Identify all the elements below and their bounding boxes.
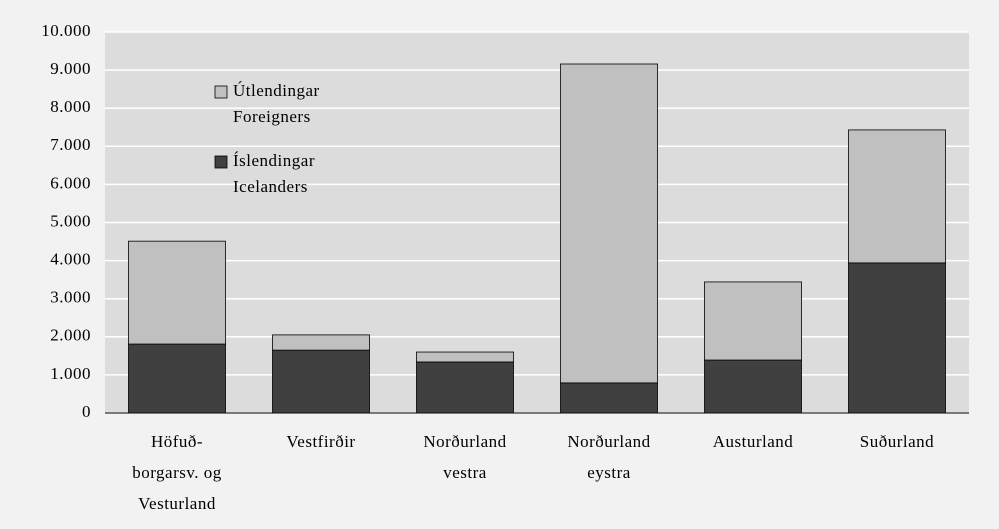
text-line: Norðurland: [423, 432, 506, 451]
x-tick-label: Höfuð-borgarsv. og Vesturland: [132, 432, 222, 513]
bar-segment: [416, 351, 514, 363]
legend-label: Útlendingar Foreigners: [233, 81, 320, 126]
text-line: Icelanders: [233, 177, 308, 196]
bar-segment: [416, 361, 514, 414]
y-tick-label: 1.000: [50, 364, 91, 383]
y-tick-label: 6.000: [50, 173, 91, 192]
legend-label: Íslendingar Icelanders: [233, 151, 315, 196]
y-tick-label: 5.000: [50, 211, 91, 230]
text-line: Íslendingar: [233, 151, 315, 170]
legend-swatch: [214, 85, 228, 99]
x-tick-label: Norðurland vestra: [423, 432, 506, 482]
y-tick-label: 2.000: [50, 326, 91, 345]
text-line: eystra: [587, 463, 631, 482]
bar-segment: [128, 343, 226, 414]
x-tick-label: Austurland: [713, 432, 794, 451]
bar-segment: [704, 281, 802, 361]
bar-segment: [560, 63, 658, 384]
x-tick-label: Vestfirðir: [286, 432, 355, 451]
bar-segment: [848, 129, 946, 264]
x-tick-label: Suðurland: [860, 432, 934, 451]
bar-segment: [560, 382, 658, 414]
text-line: Foreigners: [233, 107, 311, 126]
y-tick-label: 3.000: [50, 288, 91, 307]
bar-segment: [848, 262, 946, 414]
y-tick-label: 9.000: [50, 59, 91, 78]
y-tick-label: 7.000: [50, 135, 91, 154]
text-line: vestra: [443, 463, 487, 482]
y-tick-label: 4.000: [50, 250, 91, 269]
text-line: Vesturland: [138, 494, 216, 513]
y-tick-label: 8.000: [50, 97, 91, 116]
legend-swatch: [214, 155, 228, 169]
bar-segment: [128, 240, 226, 345]
text-line: borgarsv. og: [132, 463, 222, 482]
text-line: Höfuð-: [151, 432, 203, 451]
x-tick-label: Norðurland eystra: [567, 432, 650, 482]
y-tick-label: 10.000: [41, 21, 91, 40]
y-tick-label: 0: [82, 402, 91, 421]
bar-segment: [272, 334, 370, 351]
text-line: Norðurland: [567, 432, 650, 451]
text-line: Útlendingar: [233, 81, 320, 100]
bar-segment: [272, 349, 370, 414]
bar-segment: [704, 359, 802, 414]
